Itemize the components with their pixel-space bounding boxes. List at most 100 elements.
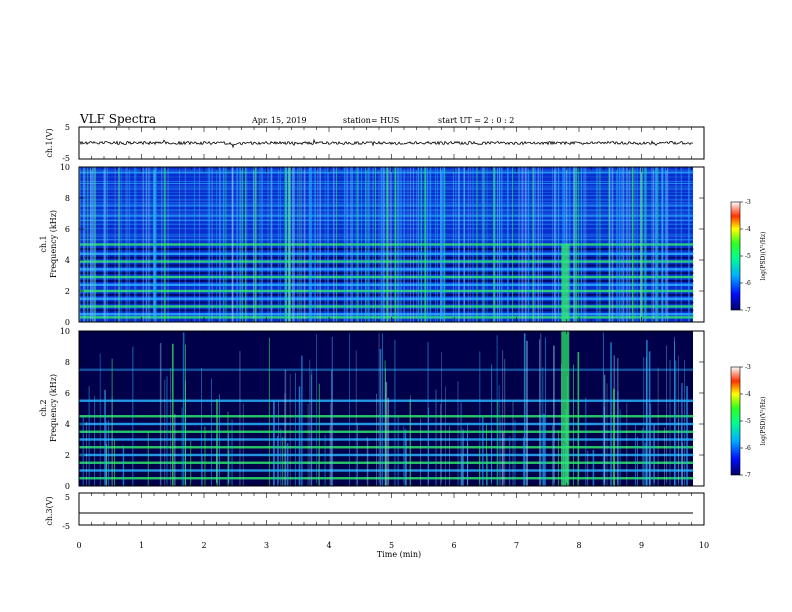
spectrum-streak [519, 167, 521, 322]
spectrum-streak [655, 167, 656, 322]
spectrum-streak [145, 167, 147, 322]
spectrum-streak [355, 167, 357, 322]
spectrum-streak [161, 167, 163, 322]
spectrum-streak [526, 340, 528, 486]
spectrum-streak [89, 167, 91, 322]
spectrum-band [79, 283, 694, 286]
spectrum-streak [500, 167, 503, 322]
spectrum-band [79, 316, 694, 319]
spectrum-band [79, 252, 694, 255]
spectrum-streak [523, 167, 525, 322]
spectrum-streak [163, 167, 165, 322]
ch2-spectrogram-ylabel: Frequency (kHz) [49, 374, 58, 442]
y-tick-label: 4 [65, 256, 70, 265]
spectrum-streak [661, 167, 663, 322]
spectrum-streak [652, 167, 655, 322]
spectrum-texture [79, 171, 694, 173]
spectrum-streak [641, 167, 643, 322]
spectrum-streak [512, 167, 513, 322]
x-tick-label: 2 [201, 541, 206, 550]
spectrum-streak [635, 424, 636, 486]
spectrum-streak [557, 167, 559, 322]
spectrum-streak [686, 386, 688, 486]
spectrum-streak [443, 167, 445, 322]
spectrum-streak [239, 351, 241, 486]
spectrum-streak [574, 167, 576, 322]
spectrum-streak [557, 430, 559, 486]
spectrum-streak [618, 167, 621, 322]
spectrum-streak [289, 167, 291, 322]
spectrum-streak [527, 167, 529, 322]
spectrum-texture [79, 216, 694, 218]
spectrum-streak [174, 413, 176, 486]
spectrum-streak [242, 403, 244, 486]
spectrum-streak [648, 351, 651, 486]
colorbar-tick-label: -3 [745, 199, 751, 206]
spectrum-streak [90, 167, 91, 322]
spectrum-streak [273, 399, 275, 486]
y-tick-label: 10 [60, 163, 70, 172]
spectrum-streak [179, 167, 180, 322]
spectrum-streak [309, 359, 311, 486]
x-tick-label: 1 [139, 541, 144, 550]
ch1-spectrogram-channel-label: ch.1 [39, 235, 48, 252]
spectrum-streak [397, 167, 400, 322]
spectrum-streak [616, 167, 618, 322]
spectrum-streak [246, 167, 248, 322]
spectrum-streak [108, 420, 110, 486]
spectrum-streak [94, 396, 96, 486]
spectrum-streak [219, 394, 220, 486]
spectrum-streak [303, 167, 306, 322]
spectrum-streak [640, 167, 642, 322]
spectrum-streak [316, 334, 317, 486]
spectrum-texture [79, 215, 694, 217]
spectrum-band [79, 289, 694, 293]
spectrum-streak [324, 167, 326, 322]
spectrum-streak [190, 441, 192, 486]
spectrum-streak [483, 167, 485, 322]
spectrum-streak [118, 167, 120, 322]
spectrum-streak [209, 167, 210, 322]
spectrum-streak [462, 436, 464, 486]
spectrum-streak [132, 346, 134, 486]
spectrum-streak [553, 345, 555, 486]
spectrum-streak [463, 167, 466, 322]
spectrum-streak [542, 167, 543, 322]
spectrum-streak [425, 167, 427, 322]
spectrum-texture [79, 223, 694, 225]
spectrum-streak [231, 167, 234, 322]
spectrum-streak [434, 167, 436, 322]
y-tick-label: 2 [65, 287, 70, 296]
spectrum-streak [259, 167, 261, 322]
spectrum-streak [675, 360, 677, 486]
spectrum-streak [386, 167, 388, 322]
spectrum-streak [106, 444, 107, 486]
x-tick-label: 5 [389, 541, 394, 550]
time-axis: 0 1 2 3 4 5 6 7 8 9 10 [76, 541, 709, 550]
y-tick-label: 0 [65, 482, 70, 491]
spectrum-streak [111, 358, 113, 486]
spectrum-streak [348, 333, 350, 486]
spectrum-streak [504, 358, 506, 486]
colorbar-tick-label: -5 [745, 418, 751, 425]
x-tick-label: 8 [576, 541, 581, 550]
spectrum-texture [79, 201, 694, 203]
spectrum-streak [429, 167, 432, 322]
x-tick-label: 10 [699, 541, 709, 550]
spectrum-streak [252, 167, 255, 322]
spectrum-streak [512, 401, 514, 486]
spectrum-streak [147, 431, 149, 486]
spectrum-streak [481, 167, 483, 322]
spectrum-streak [318, 383, 320, 486]
spectrum-streak [532, 167, 534, 322]
spectrum-streak [493, 167, 494, 322]
ch1-colorbar-scale [730, 201, 741, 311]
spectrum-streak [384, 360, 386, 486]
spectrum-texture [79, 234, 694, 236]
y-tick-label: 6 [65, 225, 70, 234]
ch1-spectrogram-image [79, 167, 694, 322]
spectrum-band [79, 275, 694, 279]
spectrum-streak [499, 167, 501, 322]
spectrum-streak [452, 167, 454, 322]
spectrum-streak [394, 167, 397, 322]
